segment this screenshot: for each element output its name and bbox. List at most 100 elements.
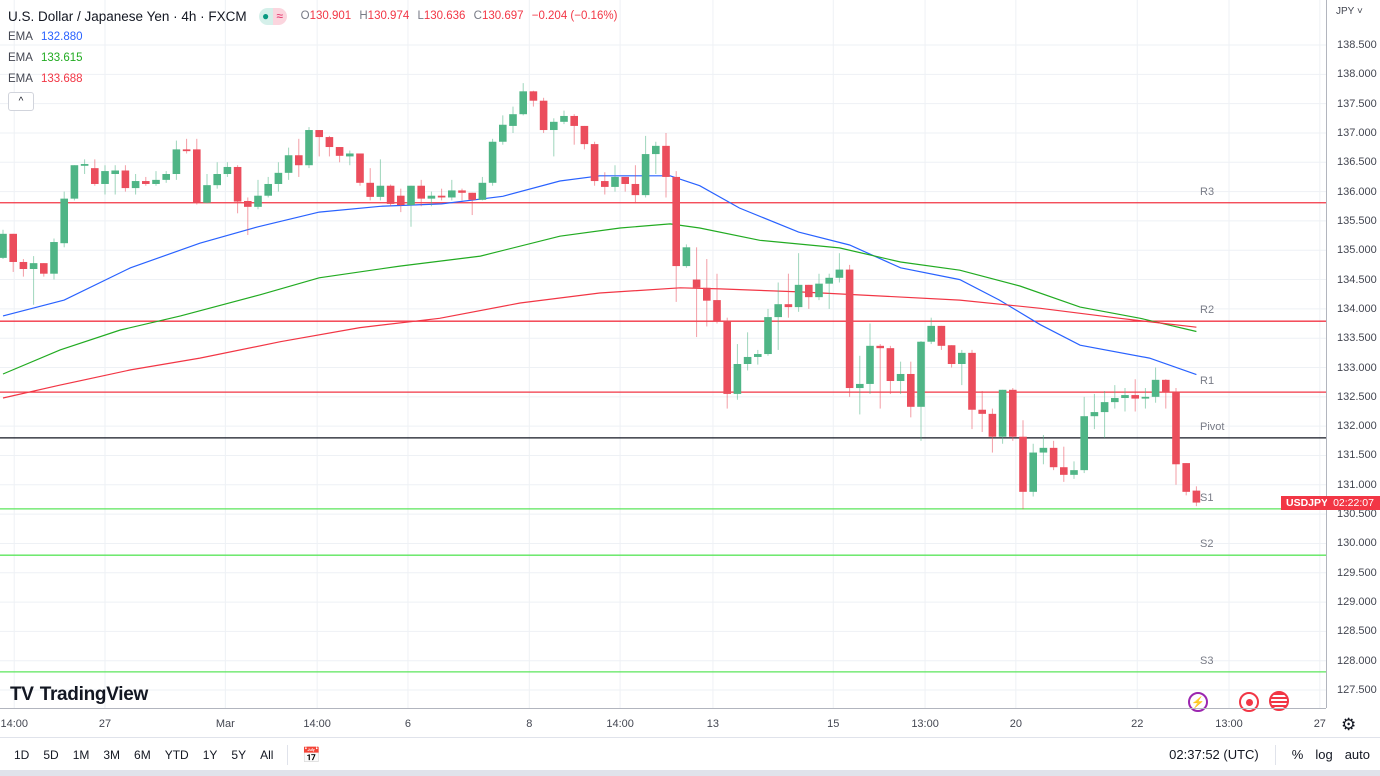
price-tick-label: 130.500 [1337,508,1377,521]
candle-body-down [356,153,364,183]
ema-line [2,287,1197,399]
candle-body-up [519,91,527,115]
symbol-title[interactable]: U.S. Dollar / Japanese Yen · 4h · FXCM [8,8,247,24]
percent-toggle[interactable]: % [1291,747,1304,762]
candle-body-down [1172,392,1180,465]
candle-body-up [774,304,782,318]
candle-body-down [805,284,813,298]
auto-toggle[interactable]: auto [1344,747,1370,762]
candle-body-up [641,154,650,196]
chart-legend: U.S. Dollar / Japanese Yen · 4h · FXCM ●… [8,6,622,111]
market-status-badge[interactable]: ● ≈ [258,7,287,25]
close-value: 130.697 [481,10,524,22]
candle-body-up [998,389,1007,437]
tradingview-logo-icon: TV [10,684,34,705]
clock-time[interactable]: 02:37:52 (UTC) [1169,747,1259,762]
us-flag-icon[interactable] [1269,691,1289,711]
price-tick-label: 134.000 [1337,302,1377,315]
price-tick-label: 128.500 [1337,625,1377,638]
ema-legend-1[interactable]: EMA 132.880 [8,26,622,47]
close-label: C [473,10,482,22]
candle-body-down [529,91,538,101]
ema-value: 132.880 [41,30,83,43]
ema-legend-3[interactable]: EMA 133.688 [8,68,622,89]
price-axis[interactable]: JPY ˅ 138.500 138.000 137.500 137.000 136.50… [1326,0,1380,708]
price-tick-label: 129.000 [1337,596,1377,609]
candle-body-down [19,261,28,270]
range-all-button[interactable]: All [260,747,274,762]
range-1m-button[interactable]: 1M [72,747,90,762]
range-ytd-button[interactable]: YTD [164,747,189,762]
price-tick-label: 136.500 [1337,156,1377,169]
time-tick-label: Mar [215,718,235,730]
calendar-goto-icon[interactable]: 📅 [302,746,322,764]
candle-body-down [692,279,701,288]
candle-body-down [1049,447,1058,468]
time-tick-label: 13:00 [911,718,939,730]
time-tick-label: 20 [1009,718,1022,730]
candle-body-down [968,352,976,410]
change-value: −0.204 (−0.16%) [531,10,618,22]
chart-plot-area[interactable] [0,0,1326,708]
candle-body-up [162,174,170,180]
candle-body-up [754,354,762,357]
time-tick-label: 13 [706,718,720,730]
range-5y-button[interactable]: 5Y [231,747,247,762]
candle-body-down [601,181,609,187]
tradingview-logo[interactable]: TV TradingView [10,684,148,706]
candle-body-down [703,287,711,301]
candle-body-down [193,149,201,203]
price-tick-label: 131.000 [1337,478,1377,491]
candle-body-up [611,176,619,187]
range-1y-button[interactable]: 1Y [202,747,218,762]
candle-body-up [856,383,864,389]
candle-body-down [1182,463,1190,492]
candle-body-down [366,182,374,197]
candle-body-up [550,121,558,131]
time-tick-label: 27 [98,718,112,730]
ema-legend-2[interactable]: EMA 133.615 [8,47,622,68]
lightning-icon[interactable]: ⚡ [1188,692,1208,712]
range-6m-button[interactable]: 6M [134,747,151,762]
price-tick-label: 133.000 [1337,361,1377,374]
price-tick-label: 132.500 [1337,390,1377,403]
range-1d-button[interactable]: 1D [14,747,30,762]
candle-body-up [682,247,691,267]
candle-body-down [1162,379,1170,393]
candle-body-down [40,263,48,274]
pivot-level-label: R1 [1200,375,1215,388]
bottom-border [0,770,1380,776]
candle-body-up [50,242,58,274]
time-tick-label: 27 [1313,718,1326,730]
candle-body-up [152,179,160,184]
time-axis[interactable]: 14:00 27 Mar 14:00 6 8 14:00 13 15 13:00 20 22 13:00… [0,708,1326,738]
range-5d-button[interactable]: 5D [43,747,59,762]
price-tick-label: 137.500 [1337,97,1377,110]
candle-body-up [927,325,935,342]
ohlc-readout: O130.901 H130.974 L130.636 C130.697 −0.2… [301,10,623,22]
candle-body-up [70,165,79,199]
price-tick-label: 138.500 [1337,39,1377,51]
price-tick-label: 129.500 [1337,566,1377,579]
candle-body-up [509,114,517,126]
candle-body-down [907,373,915,407]
ema-label: EMA [8,72,33,85]
gear-icon[interactable]: ⚙ [1341,715,1357,734]
candle-body-up [407,185,415,206]
time-tick-label: 14:00 [0,718,28,730]
candlestick-chart[interactable] [0,0,1326,708]
ema-label: EMA [8,30,33,43]
candle-body-down [988,413,997,437]
record-icon[interactable] [1239,692,1259,712]
candle-body-down [1131,395,1139,399]
candle-body-up [172,149,181,175]
log-toggle[interactable]: log [1315,747,1333,762]
range-3m-button[interactable]: 3M [103,747,121,762]
currency-dropdown[interactable]: JPY ˅ [1336,6,1363,17]
candle-body-down [458,190,466,193]
pivot-level-label: S2 [1200,538,1214,551]
open-label: O [300,10,310,22]
candle-body-down [876,345,884,349]
ema-line [2,223,1197,375]
collapse-legend-button[interactable]: ^ [8,92,34,111]
